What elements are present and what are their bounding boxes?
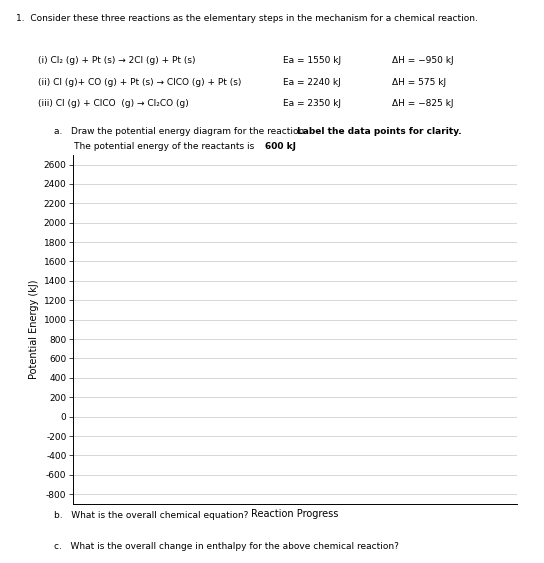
Text: Ea = 2350 kJ: Ea = 2350 kJ bbox=[283, 99, 341, 108]
Y-axis label: Potential Energy (kJ): Potential Energy (kJ) bbox=[29, 280, 39, 379]
Text: (i) Cl₂ (g) + Pt (s) → 2Cl (g) + Pt (s): (i) Cl₂ (g) + Pt (s) → 2Cl (g) + Pt (s) bbox=[38, 56, 196, 65]
Text: 1.  Consider these three reactions as the elementary steps in the mechanism for : 1. Consider these three reactions as the… bbox=[16, 14, 478, 23]
Text: b.   What is the overall chemical equation?: b. What is the overall chemical equation… bbox=[54, 511, 249, 520]
Text: ΔH = −825 kJ: ΔH = −825 kJ bbox=[392, 99, 453, 108]
X-axis label: Reaction Progress: Reaction Progress bbox=[251, 510, 339, 520]
Text: The potential energy of the reactants is: The potential energy of the reactants is bbox=[54, 142, 257, 151]
Text: ΔH = 575 kJ: ΔH = 575 kJ bbox=[392, 78, 446, 87]
Text: ΔH = −950 kJ: ΔH = −950 kJ bbox=[392, 56, 453, 65]
Text: a.   Draw the potential energy diagram for the reaction.: a. Draw the potential energy diagram for… bbox=[54, 127, 311, 136]
Text: c.   What is the overall change in enthalpy for the above chemical reaction?: c. What is the overall change in enthalp… bbox=[54, 542, 399, 551]
Text: Ea = 2240 kJ: Ea = 2240 kJ bbox=[283, 78, 341, 87]
Text: Ea = 1550 kJ: Ea = 1550 kJ bbox=[283, 56, 341, 65]
Text: 600 kJ: 600 kJ bbox=[265, 142, 296, 151]
Text: (iii) Cl (g) + ClCO  (g) → Cl₂CO (g): (iii) Cl (g) + ClCO (g) → Cl₂CO (g) bbox=[38, 99, 189, 108]
Text: Label the data points for clarity.: Label the data points for clarity. bbox=[297, 127, 462, 136]
Text: (ii) Cl (g)+ CO (g) + Pt (s) → ClCO (g) + Pt (s): (ii) Cl (g)+ CO (g) + Pt (s) → ClCO (g) … bbox=[38, 78, 242, 87]
